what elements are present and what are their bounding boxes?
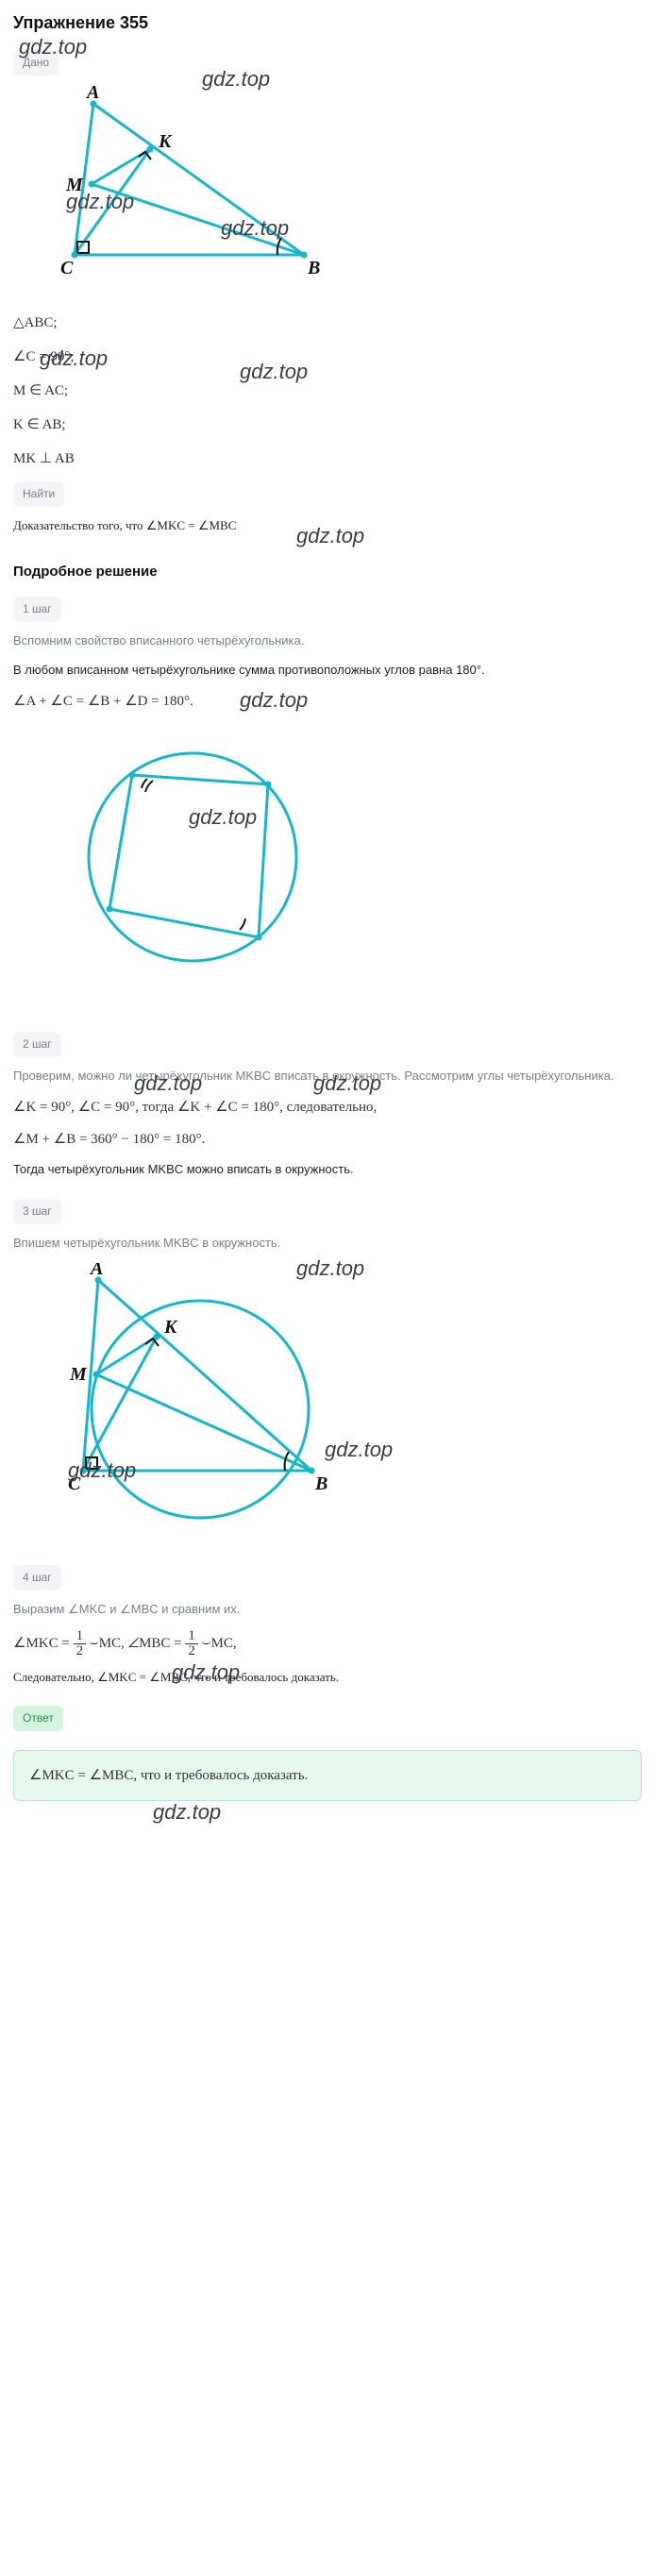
step2-intro: Проверим, можно ли четырёхугольник MKBC …	[13, 1067, 642, 1086]
svg-text:K: K	[163, 1317, 178, 1338]
svg-text:M: M	[69, 1364, 88, 1385]
fraction: 12	[74, 1629, 87, 1658]
given-line: △ABC;	[13, 315, 58, 330]
step2-line2: ∠M + ∠B = 360° − 180° = 180°.	[13, 1128, 642, 1151]
svg-text:A: A	[89, 1263, 103, 1279]
figure-triangle-circle: A K M C B	[13, 1263, 410, 1527]
step-badge: 2 шаг	[13, 1032, 61, 1057]
step3-intro: Впишем четырёхугольник MKBC в окружность…	[13, 1234, 642, 1254]
step2-concl: Тогда четырёхугольник MKBC можно вписать…	[13, 1160, 642, 1180]
vertex-label-m: M	[65, 175, 84, 195]
step-badge: 4 шаг	[13, 1565, 61, 1591]
vertex-label-c: C	[60, 258, 74, 278]
given-line: M ∈ AC;	[13, 383, 68, 398]
step4-intro: Выразим ∠MKC и ∠MBC и сравним их.	[13, 1600, 642, 1620]
step4-math: ∠MKC = 12 ⌣MC, ∠MBC = 12 ⌣MC,	[13, 1629, 642, 1658]
vertex-label-k: K	[158, 131, 173, 152]
answer-badge: Ответ	[13, 1706, 63, 1731]
answer-text: ∠MKC = ∠MBC, что и требовалось доказать.	[29, 1764, 626, 1787]
solution-header: Подробное решение	[13, 561, 642, 583]
given-badge: Дано	[13, 50, 59, 76]
step4-concl: Следовательно, ∠MKC = ∠MBC, что и требов…	[13, 1668, 642, 1688]
fraction: 12	[185, 1629, 198, 1658]
step-badge: 3 шаг	[13, 1199, 61, 1224]
figure-inscribed-quad	[51, 730, 334, 985]
given-line: K ∈ AB;	[13, 417, 66, 432]
exercise-title: Упражнение 355	[13, 9, 642, 37]
find-text: Доказательство того, что ∠MKC = ∠MBC	[13, 516, 642, 536]
given-line: MK ⊥ AB	[13, 451, 75, 466]
vertex-label-b: B	[307, 258, 320, 278]
step2-line1: ∠K = 90°, ∠C = 90°, тогда ∠K + ∠C = 180°…	[13, 1096, 642, 1119]
page-root: gdz.top gdz.top gdz.top gdz.top gdz.top …	[13, 9, 642, 1801]
svg-text:B: B	[314, 1473, 328, 1494]
svg-text:C: C	[68, 1473, 81, 1494]
step1-intro: Вспомним свойство вписанного четырёхугол…	[13, 631, 642, 651]
find-badge: Найти	[13, 481, 64, 507]
step1-math: ∠A + ∠C = ∠B + ∠D = 180°.	[13, 690, 642, 713]
given-line: ∠C = 90°;	[13, 349, 75, 364]
step1-body: В любом вписанном четырёхугольнике сумма…	[13, 661, 642, 681]
step-badge: 1 шаг	[13, 597, 61, 622]
vertex-label-a: A	[85, 85, 99, 103]
given-block: △ABC; ∠C = 90°; M ∈ AC; K ∈ AB; MK ⊥ AB	[13, 311, 642, 470]
answer-box: ∠MKC = ∠MBC, что и требовалось доказать.	[13, 1750, 642, 1801]
figure-triangle: A K M C B	[13, 85, 353, 293]
